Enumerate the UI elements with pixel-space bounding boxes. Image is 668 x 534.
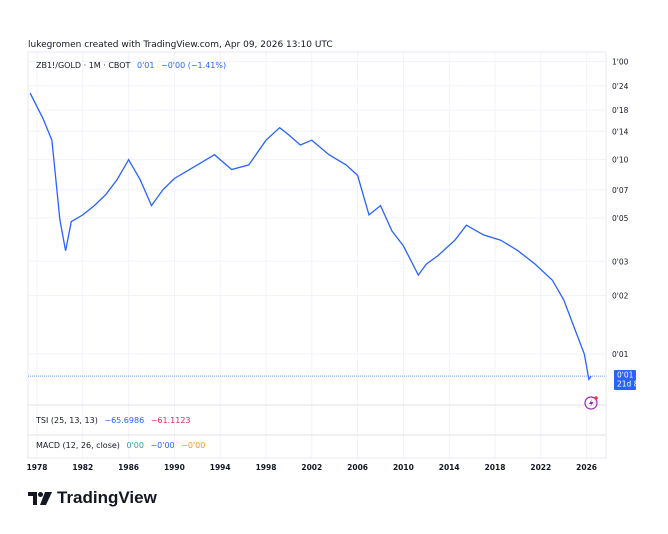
macd-signal-value: −0'00	[181, 441, 206, 450]
y-tick-label: 0'14	[612, 127, 629, 136]
tradingview-logo[interactable]: TradingView	[28, 488, 157, 508]
price-change: −0'00 (−1.41%)	[161, 61, 227, 70]
y-tick-label: 0'10	[612, 156, 629, 165]
y-tick-label: 0'07	[612, 186, 629, 195]
x-tick-label: 2014	[439, 463, 460, 472]
x-tick-label: 2018	[485, 463, 506, 472]
y-tick-label: 0'05	[612, 214, 629, 223]
x-tick-label: 1990	[164, 463, 185, 472]
x-tick-label: 1986	[118, 463, 139, 472]
chart-credit: lukegromen created with TradingView.com,…	[28, 40, 333, 50]
x-tick-label: 2010	[393, 463, 414, 472]
brand-name: TradingView	[57, 488, 157, 507]
alert-bolt-icon[interactable]	[584, 396, 598, 410]
macd-legend: MACD (12, 26, close) 0'00 −0'00 −0'00	[36, 441, 205, 450]
macd-label[interactable]: MACD (12, 26, close)	[36, 441, 120, 450]
chart-border	[27, 51, 607, 459]
x-tick-label: 1994	[210, 463, 231, 472]
tsi-value: −65.6986	[104, 416, 145, 425]
y-tick-label: 0'01	[612, 350, 629, 359]
tsi-signal-value: −61.1123	[150, 416, 191, 425]
x-tick-label: 2026	[576, 463, 597, 472]
tsi-legend: TSI (25, 13, 13) −65.6986 −61.1123	[36, 416, 191, 425]
x-tick-label: 1998	[256, 463, 277, 472]
price-tag-countdown: 21d 8h	[617, 380, 643, 389]
price-tag: 0'01 21d 8h	[614, 370, 643, 391]
y-tick-label: 1'00	[612, 57, 629, 66]
y-tick-label: 0'02	[612, 291, 629, 300]
macd-histogram-value: 0'00	[126, 441, 144, 450]
x-tick-label: 2002	[301, 463, 322, 472]
y-tick-label: 0'03	[612, 257, 629, 266]
symbol-name[interactable]: ZB1!/GOLD · 1M · CBOT	[36, 61, 131, 70]
symbol-legend: ZB1!/GOLD · 1M · CBOT 0'01 −0'00 (−1.41%…	[36, 61, 226, 70]
tradingview-logo-icon	[28, 491, 52, 505]
x-tick-label: 1982	[72, 463, 93, 472]
macd-value: −0'00	[150, 441, 175, 450]
price-tag-value: 0'01	[617, 371, 634, 380]
series-line	[29, 92, 592, 382]
y-tick-label: 0'18	[612, 106, 629, 115]
x-tick-label: 2022	[530, 463, 551, 472]
x-tick-label: 1978	[27, 463, 48, 472]
x-tick-label: 2006	[347, 463, 368, 472]
last-price: 0'01	[137, 61, 155, 70]
tsi-label[interactable]: TSI (25, 13, 13)	[36, 416, 98, 425]
y-tick-label: 0'24	[612, 82, 629, 91]
